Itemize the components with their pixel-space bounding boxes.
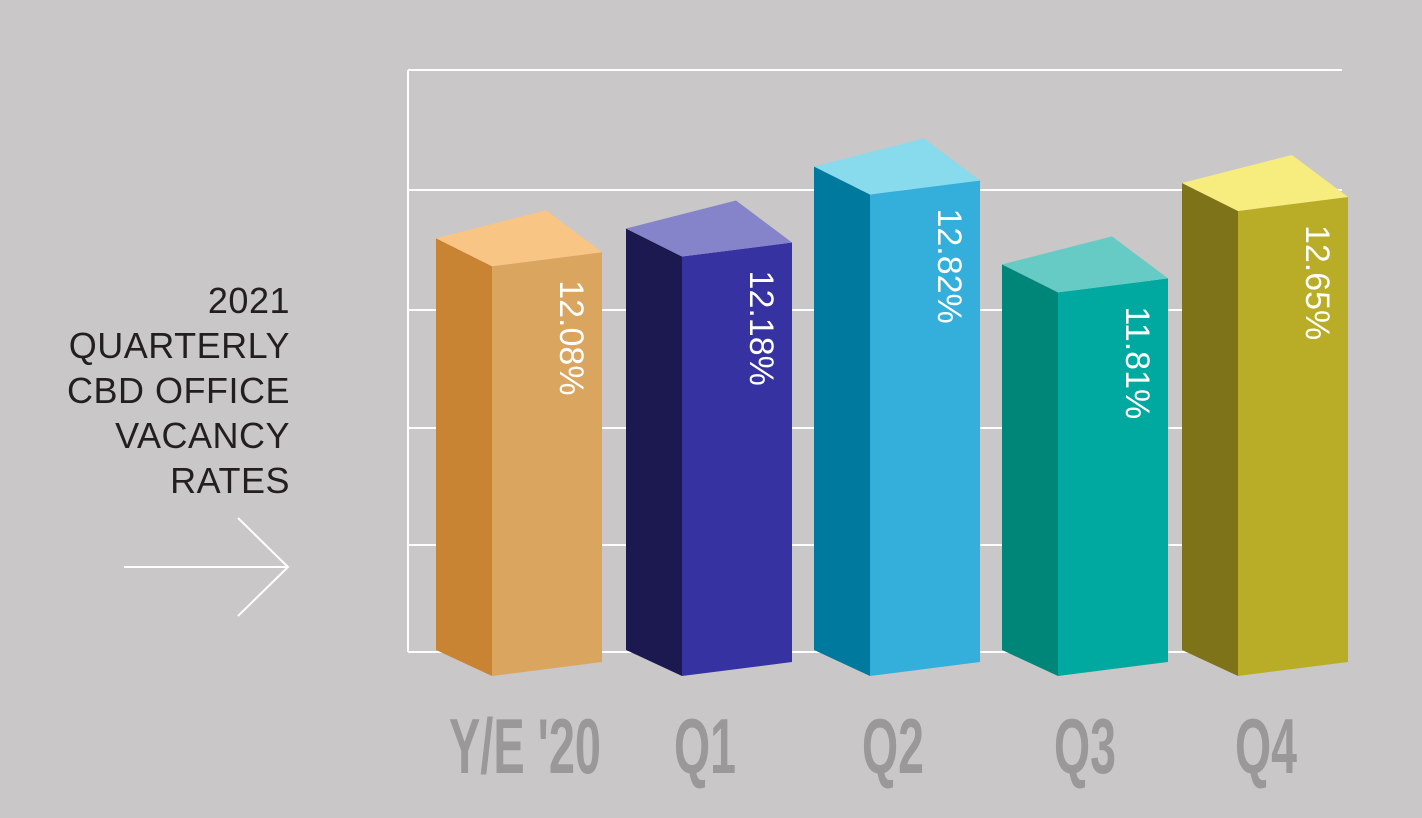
bar-front-face [682,242,792,677]
x-tick-label: Q3 [1054,702,1116,790]
chart-title-line: RATES [170,460,290,501]
x-tick-label: Q4 [1235,702,1297,790]
bar-value-label: 12.18% [742,271,780,386]
bar-side-face [814,166,870,676]
x-axis-tick-labels: Y/E '20 Q1 Q2 Q3 Q4 [449,702,1297,790]
bar-series: 12.08% 12.18% 12.82% 11.81% 12.65% [436,138,1348,677]
chart-title-line: CBD OFFICE [66,370,290,411]
bar-side-face [436,238,492,677]
bar-1: 12.18% [626,200,792,677]
bar-top-face [1182,154,1348,211]
bar-front-face [1238,196,1348,676]
bar-top-face [436,210,602,267]
bar-front-face [870,180,980,676]
bar-side-face [626,228,682,677]
bar-value-label: 12.82% [930,208,968,323]
chart-title-line: VACANCY [115,415,290,456]
bar-side-face [1002,264,1058,676]
bar-value-label: 12.65% [1298,225,1336,340]
x-tick-label: Q1 [674,702,736,790]
x-tick-label: Q2 [862,702,924,790]
bar-front-face [492,252,602,677]
bar-2: 12.82% [814,138,980,676]
bar-top-face [814,138,980,195]
x-tick-label: Y/E '20 [449,702,601,790]
bar-top-face [626,200,792,257]
bar-value-label: 12.08% [552,280,590,395]
bar-3: 11.81% [1002,236,1168,676]
bar-0: 12.08% [436,210,602,677]
bar-value-label: 11.81% [1118,306,1156,419]
chart-title: 2021 QUARTERLY CBD OFFICE VACANCY RATES [67,278,290,503]
chart-title-line: QUARTERLY [68,325,290,366]
bar-4: 12.65% [1182,154,1348,676]
chart-title-line: 2021 [207,280,290,321]
bar-front-face [1058,278,1168,676]
bar-top-face [1002,236,1168,293]
right-arrow-icon [124,517,290,617]
bar-side-face [1182,182,1238,676]
